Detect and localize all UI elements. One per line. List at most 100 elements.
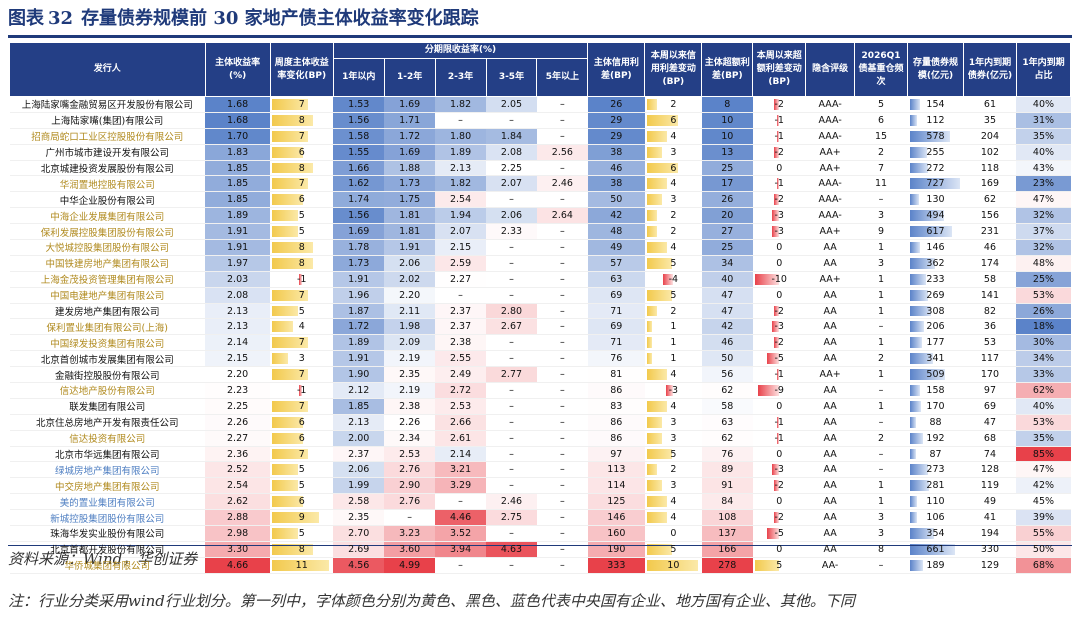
weekly-change: 5 <box>270 525 334 542</box>
excess-spread: 56 <box>701 366 753 384</box>
issuer-yield: 1.70 <box>205 128 271 145</box>
excess-spread-change-bar <box>774 146 780 158</box>
fund-frequency-value: – <box>878 384 884 396</box>
term-yield-2: 1.98 <box>384 318 436 336</box>
bond-stock-bar <box>909 321 924 333</box>
credit-spread-change: 5 <box>644 446 702 463</box>
fund-frequency-value: 1 <box>878 400 885 412</box>
term-yield-4-value: – <box>509 194 514 206</box>
due-in-one-year: 62 <box>963 191 1017 209</box>
implied-rating-value: AA- <box>821 559 839 571</box>
implied-rating: AA <box>805 318 855 336</box>
excess-spread: 62 <box>701 430 753 447</box>
bond-stock: 158 <box>907 382 964 399</box>
implied-rating: AA+ <box>805 160 855 177</box>
term-yield-2-value: 2.19 <box>399 353 421 365</box>
due-ratio: 23% <box>1016 175 1071 193</box>
due-ratio: 26% <box>1016 303 1071 320</box>
excess-spread-change-value: 0 <box>776 448 783 460</box>
term-yield-2-value: 1.81 <box>399 226 421 238</box>
credit-spread-value: 76 <box>610 353 623 365</box>
term-yield-1: 2.12 <box>333 382 385 399</box>
term-yield-1-value: 1.69 <box>348 226 370 238</box>
bond-stock-value: 192 <box>926 432 945 444</box>
due-ratio: 47% <box>1016 461 1071 479</box>
bond-stock-value: 617 <box>926 226 945 238</box>
issuer-yield: 4.66 <box>205 557 271 574</box>
term-yield-4: – <box>486 477 537 495</box>
excess-spread-change: -5 <box>752 350 806 368</box>
term-yield-2-value: 2.09 <box>399 337 421 349</box>
weekly-change-bar <box>272 464 298 476</box>
bond-stock-bar <box>909 353 934 365</box>
implied-rating: AA <box>805 287 855 304</box>
term-yield-4: 2.67 <box>486 318 537 336</box>
term-yield-5: – <box>536 255 588 272</box>
issuer-yield: 1.85 <box>205 191 271 209</box>
term-yield-5: – <box>536 430 588 447</box>
credit-spread-value: 146 <box>607 512 626 524</box>
issuer-name: 华侨城集团有限公司 <box>9 557 205 574</box>
excess-spread-change: 0 <box>752 446 806 463</box>
due-ratio-value: 53% <box>1032 289 1055 301</box>
term-yield-4-value: – <box>509 416 514 428</box>
bond-stock: 255 <box>907 144 964 161</box>
bond-stock-bar <box>909 305 931 317</box>
term-yield-4: – <box>486 557 537 574</box>
weekly-change-bar <box>272 162 314 174</box>
term-yield-2: 1.71 <box>384 112 436 129</box>
bond-stock-bar <box>909 448 916 460</box>
term-yield-5: – <box>536 477 588 495</box>
issuer-name-value: 金融街控股股份有限公司 <box>54 370 160 382</box>
implied-rating-value: AAA- <box>818 178 842 190</box>
fund-frequency-value: – <box>878 194 884 206</box>
issuer-name: 绿城房地产集团有限公司 <box>9 461 205 479</box>
issuer-name: 信达地产股份有限公司 <box>9 382 205 399</box>
term-yield-4-value: 2.67 <box>500 321 523 333</box>
fund-frequency: 11 <box>854 175 908 193</box>
due-ratio-value: 33% <box>1032 369 1055 381</box>
header-term-1: 1年以内 <box>332 58 385 97</box>
bond-stock-bar <box>909 432 923 444</box>
credit-spread-change-bar <box>646 194 663 206</box>
table-row: 上海陆家嘴(集团)有限公司 1.68 8 1.56 1.71 – – – 29 6 10 -1 AAA-… <box>9 112 1071 129</box>
issuer-yield-value: 2.36 <box>227 448 249 460</box>
credit-spread-value: 71 <box>610 305 623 317</box>
fund-frequency: 2 <box>854 144 908 161</box>
excess-spread-value: 10 <box>721 130 734 142</box>
excess-spread-change: -3 <box>752 223 806 241</box>
credit-spread-change: 6 <box>644 112 702 129</box>
fund-frequency: – <box>854 318 908 336</box>
implied-rating: AA <box>805 398 855 415</box>
term-yield-2: 1.91 <box>384 239 436 256</box>
issuer-yield: 2.08 <box>205 287 271 304</box>
issuer-yield-value: 1.91 <box>227 226 249 238</box>
weekly-change-value: 7 <box>298 448 305 460</box>
term-yield-4: – <box>486 398 537 415</box>
term-yield-2: 2.76 <box>384 461 436 479</box>
term-yield-3: 2.72 <box>435 382 486 399</box>
term-yield-1: 2.70 <box>333 525 385 542</box>
header-term-5: 5年以上 <box>536 58 589 97</box>
term-yield-4: 1.84 <box>486 128 537 145</box>
bond-stock-bar <box>909 257 935 269</box>
term-yield-3: 2.37 <box>435 303 486 320</box>
excess-spread-change-value: 0 <box>776 543 783 555</box>
weekly-change: 7 <box>270 398 334 415</box>
excess-spread: 10 <box>701 128 753 145</box>
issuer-yield: 2.88 <box>205 509 271 527</box>
term-yield-1: 1.85 <box>333 398 385 415</box>
excess-spread-change-value: -1 <box>774 114 784 126</box>
term-yield-5-value: 2.64 <box>551 210 573 222</box>
credit-spread-change-bar <box>646 512 668 524</box>
excess-spread-value: 27 <box>721 226 734 238</box>
excess-spread-change: -1 <box>752 366 806 384</box>
issuer-yield-value: 2.52 <box>227 464 249 476</box>
due-ratio-value: 35% <box>1032 130 1055 142</box>
fund-frequency: 7 <box>854 160 908 177</box>
term-yield-2: 2.11 <box>384 303 436 320</box>
table-row: 珠海华发实业股份有限公司 2.98 5 2.70 3.23 3.52 – – 160 0 137 -5… <box>9 525 1071 542</box>
term-yield-3: 2.55 <box>435 350 486 368</box>
credit-spread: 146 <box>587 509 645 527</box>
issuer-yield: 2.03 <box>205 271 271 288</box>
